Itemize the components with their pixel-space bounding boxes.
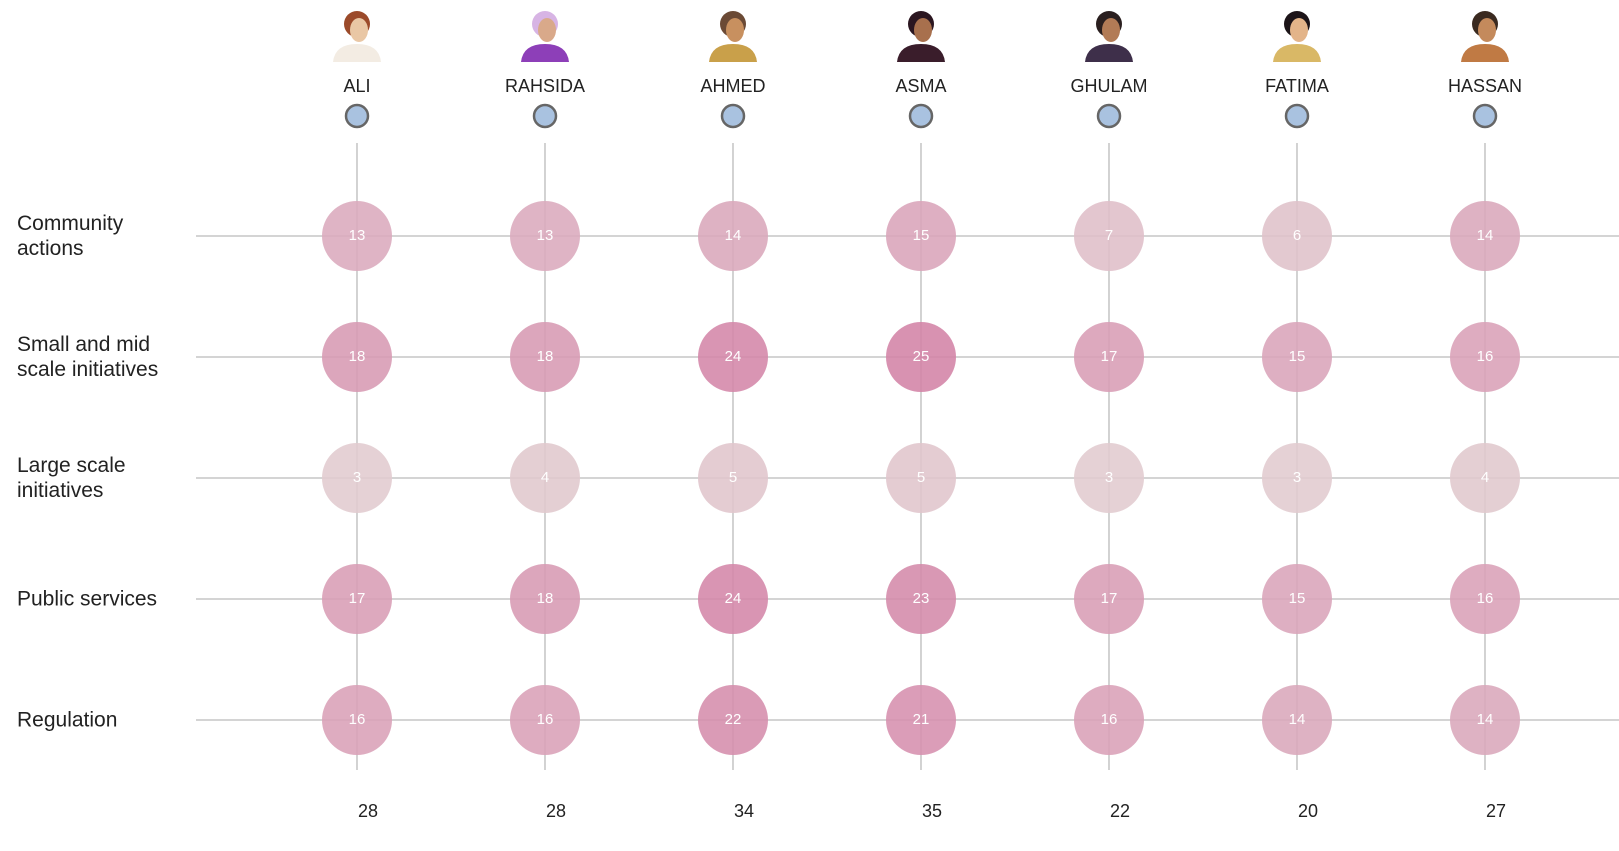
avatar-head: [1290, 18, 1308, 42]
column-total: 34: [734, 801, 754, 821]
dot-label: 5: [729, 469, 737, 486]
dot-label: 22: [725, 711, 742, 728]
person-marker: [722, 105, 744, 127]
dot-label: 18: [349, 348, 366, 365]
column-total: 35: [922, 801, 942, 821]
column-total: 22: [1110, 801, 1130, 821]
dot-label: 25: [913, 348, 930, 365]
column-total: 28: [546, 801, 566, 821]
person-marker: [910, 105, 932, 127]
avatar-body: [709, 44, 757, 62]
dot-label: 14: [1477, 711, 1494, 728]
person-name: AHMED: [700, 76, 765, 96]
row-label: Large scale initiatives: [17, 453, 182, 503]
dot-label: 14: [1289, 711, 1306, 728]
person-marker: [534, 105, 556, 127]
dot-label: 15: [1289, 348, 1306, 365]
person-marker: [1286, 105, 1308, 127]
avatar-body: [1085, 44, 1133, 62]
row-label: Small and mid scale initiatives: [17, 332, 182, 382]
avatar-body: [521, 44, 569, 62]
dot-label: 7: [1105, 227, 1113, 244]
column-total: 27: [1486, 801, 1506, 821]
dot-label: 16: [1477, 348, 1494, 365]
person-name: HASSAN: [1448, 76, 1522, 96]
person-name: GHULAM: [1070, 76, 1147, 96]
row-label: Community actions: [17, 211, 182, 261]
dot-label: 14: [725, 227, 742, 244]
dot-label: 4: [541, 469, 549, 486]
dot-label: 3: [1105, 469, 1113, 486]
dot-label: 15: [913, 227, 930, 244]
dot-label: 4: [1481, 469, 1489, 486]
dot-label: 3: [353, 469, 361, 486]
row-label: Public services: [17, 587, 182, 612]
dot-label: 17: [1101, 348, 1118, 365]
avatar-head: [1478, 18, 1496, 42]
dot-label: 16: [1477, 590, 1494, 607]
row-label: Regulation: [17, 708, 182, 733]
dot-label: 21: [913, 711, 930, 728]
avatar-head: [350, 18, 368, 42]
dot-label: 17: [1101, 590, 1118, 607]
dot-label: 17: [349, 590, 366, 607]
dot-label: 24: [725, 590, 742, 607]
person-marker: [1098, 105, 1120, 127]
dot-label: 18: [537, 348, 554, 365]
avatar-body: [1461, 44, 1509, 62]
person-name: RAHSIDA: [505, 76, 585, 96]
column-total: 28: [358, 801, 378, 821]
page: ALI28RAHSIDA28AHMED34ASMA35GHULAM22FATIM…: [0, 0, 1619, 851]
avatar-body: [1273, 44, 1321, 62]
person-name: FATIMA: [1265, 76, 1329, 96]
dot-label: 3: [1293, 469, 1301, 486]
dot-label: 16: [537, 711, 554, 728]
dot-label: 24: [725, 348, 742, 365]
dot-label: 14: [1477, 227, 1494, 244]
dot-label: 15: [1289, 590, 1306, 607]
person-marker: [1474, 105, 1496, 127]
dot-label: 13: [537, 227, 554, 244]
dot-label: 16: [349, 711, 366, 728]
avatar-head: [538, 18, 556, 42]
column-total: 20: [1298, 801, 1318, 821]
avatar-head: [1102, 18, 1120, 42]
dot-label: 13: [349, 227, 366, 244]
avatar-head: [914, 18, 932, 42]
dot-label: 18: [537, 590, 554, 607]
dot-label: 5: [917, 469, 925, 486]
dot-label: 16: [1101, 711, 1118, 728]
avatar-head: [726, 18, 744, 42]
avatar-body: [897, 44, 945, 62]
avatar-body: [333, 44, 381, 62]
person-name: ALI: [343, 76, 370, 96]
person-name: ASMA: [895, 76, 946, 96]
person-marker: [346, 105, 368, 127]
dot-label: 23: [913, 590, 930, 607]
chart: ALI28RAHSIDA28AHMED34ASMA35GHULAM22FATIM…: [0, 0, 1619, 851]
dot-label: 6: [1293, 227, 1301, 244]
